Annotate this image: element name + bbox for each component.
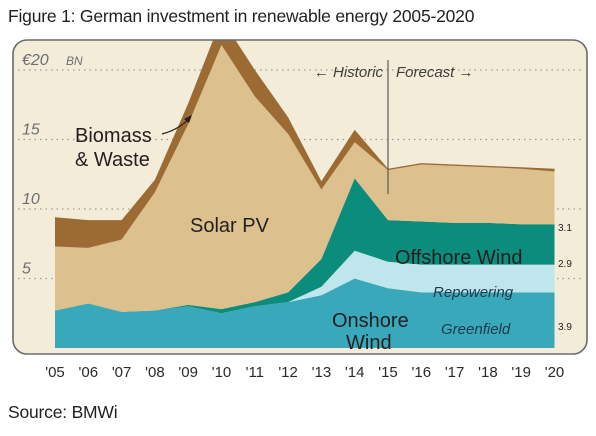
area-layers <box>55 40 555 348</box>
offshore-wind-label: Offshore Wind <box>395 247 522 269</box>
x-tick-label: '09 <box>178 364 198 381</box>
historic-text: Historic <box>333 64 384 81</box>
y-unit-label: BN <box>66 54 83 68</box>
forecast-label: Forecast → <box>396 64 474 81</box>
solar-pv-label: Solar PV <box>190 215 270 237</box>
onshore-wind-label-line1: Onshore <box>332 310 409 332</box>
repowering-label: Repowering <box>433 284 514 301</box>
x-tick-label: '05 <box>45 364 65 381</box>
area-onshore-wind <box>55 278 555 348</box>
onshore-wind-label-line2: Wind <box>346 332 392 354</box>
y-tick-label: 10 <box>22 191 40 208</box>
biomass-label-line1: Biomass <box>75 125 152 147</box>
figure-title: Figure 1: German investment in renewable… <box>8 6 475 26</box>
x-tick-label: '19 <box>511 364 531 381</box>
biomass-pointer-arrowhead <box>184 115 192 123</box>
area-offshore-wind <box>55 178 555 314</box>
historic-label: ← Historic <box>314 64 384 81</box>
x-tick-label: '20 <box>545 364 565 381</box>
x-tick-label: '15 <box>378 364 398 381</box>
historic-arrow: ← <box>314 64 333 81</box>
x-tick-label: '11 <box>246 364 264 381</box>
y-tick-label: 15 <box>22 122 40 139</box>
x-tick-label: '07 <box>112 364 132 381</box>
y-tick-label: 5 <box>22 261 31 278</box>
x-tick-label: '12 <box>278 364 298 381</box>
source-note: Source: BMWi <box>8 402 118 422</box>
area-repowering <box>55 250 555 314</box>
chart-panel-border <box>12 39 588 355</box>
x-tick-label: '06 <box>79 364 99 381</box>
x-tick-label: '13 <box>312 364 332 381</box>
greenfield-label: Greenfield <box>441 321 511 338</box>
area-solar-pv <box>55 45 555 312</box>
x-tick-label: '14 <box>345 364 365 381</box>
x-tick-labels: '05 '06 '07 '08 '09 '10 '11 '12 '13 '14 '15 '16 '17 '… <box>45 364 564 381</box>
x-tick-label: '16 <box>412 364 432 381</box>
x-tick-label: '18 <box>478 364 498 381</box>
y-tick-labels: €20 BN 15 10 5 <box>22 52 83 278</box>
x-tick-label: '10 <box>212 364 232 381</box>
onshore-forecast-value: 3.9 <box>558 322 572 333</box>
solar-forecast-value: 3.1 <box>558 223 572 234</box>
x-tick-label: '17 <box>445 364 465 381</box>
forecast-text: Forecast <box>396 64 455 81</box>
biomass-label-line2: & Waste <box>75 149 150 171</box>
x-tick-label: '08 <box>145 364 165 381</box>
forecast-arrow: → <box>454 64 473 81</box>
offshore-forecast-value: 2.9 <box>558 259 572 270</box>
y-tick-label: €20 <box>22 52 49 69</box>
area-biomass-waste <box>55 40 555 248</box>
